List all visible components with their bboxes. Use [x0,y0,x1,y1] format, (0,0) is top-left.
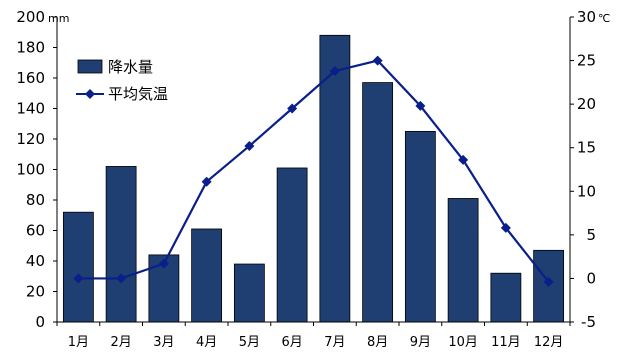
left-tick-label: 160 [16,69,45,87]
left-tick-label: 200 [16,8,45,26]
temperature-series-line [78,59,550,283]
right-tick-label: 15 [577,139,596,157]
precipitation-bar [447,198,479,323]
precipitation-bar [62,211,94,323]
x-tick-label: 5月 [239,335,260,350]
left-tick-label: 0 [35,313,45,331]
temperature-point [244,140,255,151]
precipitation-bar [233,263,265,323]
x-tick-label: 11月 [491,335,521,350]
left-tick-label: 100 [16,161,45,179]
temperature-point [73,273,84,284]
temperature-point [116,273,127,284]
x-tick-label: 9月 [410,335,431,350]
temperature-point [543,276,554,287]
temperature-point [201,176,212,187]
precipitation-bar [362,82,394,323]
x-tick-label: 2月 [110,335,131,350]
x-tick-label: 7月 [324,335,345,350]
right-tick-label: 20 [577,95,596,113]
temperature-point [415,100,426,111]
left-tick-label: 140 [16,100,45,118]
right-tick-label: 30 [577,8,596,26]
x-tick-label: 4月 [196,335,217,350]
right-tick-label: 10 [577,182,596,200]
temperature-point [158,258,169,269]
left-tick-label: 40 [26,252,45,270]
precipitation-bar [404,130,436,323]
left-tick-label: 180 [16,39,45,57]
precipitation-bar [319,34,351,323]
temperature-line [73,55,554,287]
right-axis-unit: ℃ [598,12,610,25]
precipitation-bar [105,166,137,323]
right-tick-label: -5 [581,313,596,331]
left-tick-label: 20 [26,283,45,301]
left-tick-label: 80 [26,191,45,209]
left-tick-label: 120 [16,130,45,148]
x-tick-label: 6月 [281,335,302,350]
x-tick-label: 1月 [68,335,89,350]
temperature-point [329,66,340,77]
precipitation-bar [276,167,308,323]
precipitation-bars [62,34,565,323]
legend-marker-temperature [85,89,95,99]
precipitation-bar [490,272,522,323]
temperature-point [458,154,469,165]
tick-labels: 0 20 40 60 80 100 120 140 160 180 200 -5 0 5 10 15 20 25 3… [16,8,596,350]
temperature-point [500,222,511,233]
x-tick-label: 10月 [448,335,478,350]
left-tick-label: 60 [26,222,45,240]
x-tick-label: 12月 [534,335,564,350]
right-tick-label: 25 [577,52,596,70]
x-tick-label: 3月 [153,335,174,350]
legend-label-precipitation: 降水量 [108,58,153,76]
legend-label-temperature: 平均気温 [108,85,168,103]
legend: 降水量 平均気温 [76,58,168,103]
temperature-point [372,55,383,66]
right-tick-label: 0 [586,269,596,287]
legend-swatch-precipitation [77,59,103,74]
x-tick-label: 8月 [367,335,388,350]
precipitation-bar [191,228,223,323]
left-axis-unit: mm [48,12,69,25]
right-tick-label: 5 [586,226,596,244]
temperature-point [287,103,298,114]
